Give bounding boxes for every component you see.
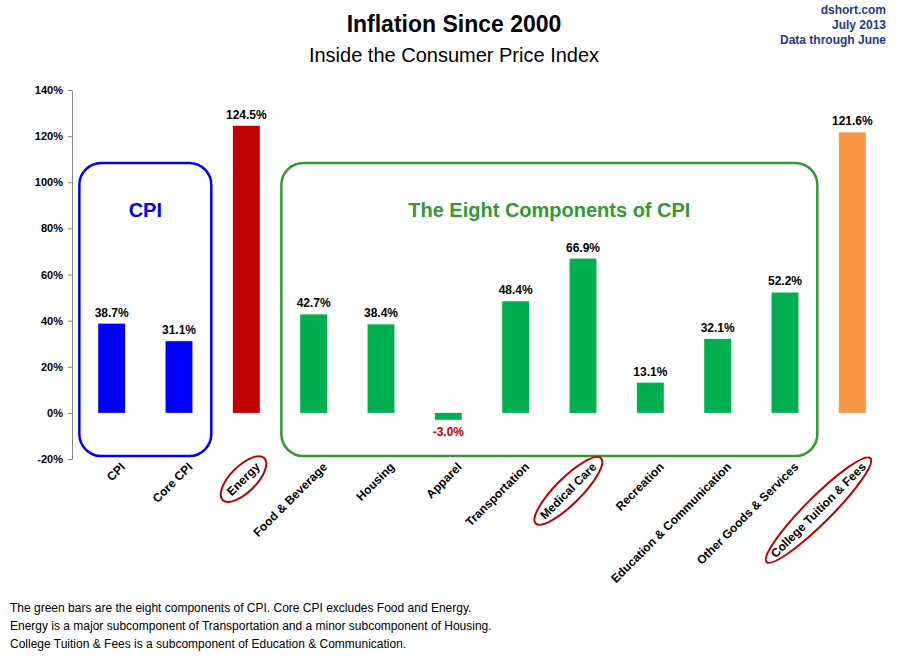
y-tick-mark [68, 367, 72, 368]
y-axis: -20% 0% 20% 40% 60% 80% 100% 120% 140% [35, 84, 73, 465]
annotation-label: CPI [129, 199, 162, 221]
y-tick: 20% [41, 361, 72, 373]
x-tick-label: Core CPI [150, 460, 196, 506]
x-tick: Recreation [613, 460, 667, 514]
x-tick: College Tuition & Fees [757, 449, 879, 571]
bar [704, 339, 731, 413]
background [0, 0, 908, 660]
footnote: Energy is a major subcomponent of Transp… [10, 619, 492, 633]
x-tick-label: Recreation [613, 460, 667, 514]
bar [166, 341, 193, 413]
data-label: 124.5% [226, 108, 267, 122]
bar [570, 259, 597, 413]
data-label: 52.2% [768, 274, 802, 288]
y-tick-label: 20% [41, 361, 63, 373]
footnotes: The green bars are the eight components … [10, 601, 492, 651]
y-tick-mark [68, 459, 72, 460]
data-label: 31.1% [162, 323, 196, 337]
y-tick: 140% [35, 84, 72, 96]
footnote: The green bars are the eight components … [10, 601, 471, 615]
source-line: Data through June [780, 33, 886, 47]
x-tick-label: Food & Beverage [250, 460, 330, 540]
highlight-ellipse [527, 449, 611, 533]
y-tick-mark [68, 321, 72, 322]
highlight-ellipse [213, 449, 273, 509]
y-tick-mark [68, 90, 72, 91]
data-labels: 38.7% 31.1% 124.5% 42.7% 38.4% -3.0% 48.4% 66.9… [95, 108, 873, 439]
x-tick: Core CPI [150, 460, 196, 506]
bar [772, 292, 799, 412]
y-tick-mark [68, 413, 72, 414]
bar [300, 314, 327, 412]
x-tick: Education & Communication [608, 460, 734, 586]
y-tick-label: 40% [41, 315, 63, 327]
y-tick-mark [68, 275, 72, 276]
data-label: 13.1% [633, 365, 667, 379]
bar [233, 126, 260, 413]
y-tick: 80% [41, 222, 72, 234]
x-tick: Food & Beverage [250, 460, 330, 540]
y-axis-line [72, 91, 73, 460]
x-tick-label: Housing [354, 460, 398, 504]
title: Inflation Since 2000 [347, 11, 562, 37]
data-label: 38.7% [95, 306, 129, 320]
data-label: 38.4% [364, 306, 398, 320]
bar [839, 132, 866, 412]
x-tick: CPI [104, 460, 128, 484]
x-tick: Energy [213, 449, 273, 509]
annotation-box [281, 163, 817, 456]
x-axis: CPI Core CPI EnergyFood & Beverage Housing A… [104, 449, 880, 586]
x-tick: Housing [354, 460, 398, 504]
subtitle: Inside the Consumer Price Index [309, 44, 599, 66]
y-tick-label: 120% [35, 130, 63, 142]
y-tick-label: 0% [47, 407, 63, 419]
x-tick: Apparel [423, 460, 464, 501]
bar [368, 324, 395, 413]
y-tick-label: 140% [35, 84, 63, 96]
bar [435, 413, 462, 420]
data-label: 121.6% [832, 114, 873, 128]
y-tick-mark [68, 228, 72, 229]
bar [637, 383, 664, 413]
annotations: CPI The Eight Components of CPI [79, 163, 817, 456]
bar [98, 324, 125, 413]
x-tick: Transportation [463, 460, 532, 529]
annotation-label: The Eight Components of CPI [408, 199, 690, 221]
data-label: 32.1% [701, 321, 735, 335]
data-label: 66.9% [566, 241, 600, 255]
x-tick-label: Education & Communication [608, 460, 734, 586]
y-tick: 40% [41, 315, 72, 327]
y-tick: 0% [47, 407, 72, 419]
y-tick-mark [68, 182, 72, 183]
y-tick-label: 60% [41, 269, 63, 281]
y-tick-label: 80% [41, 222, 63, 234]
y-tick-label: 100% [35, 176, 63, 188]
x-tick-label: Medical Care [537, 460, 599, 522]
source: dshort.comJuly 2013Data through June [780, 3, 886, 47]
y-tick-mark [68, 136, 72, 137]
y-tick: -20% [37, 453, 72, 465]
x-tick-label: College Tuition & Fees [768, 460, 869, 561]
annotation-box [79, 163, 211, 456]
data-label: 48.4% [499, 283, 533, 297]
data-label: 42.7% [297, 296, 331, 310]
x-tick-label: Energy [224, 460, 263, 499]
x-tick: Medical Care [527, 449, 611, 533]
data-label: -3.0% [433, 425, 465, 439]
x-tick-label: CPI [104, 460, 128, 484]
source-line: dshort.com [821, 3, 886, 17]
highlight-ellipse [757, 449, 879, 571]
y-tick-label: -20% [37, 453, 63, 465]
y-tick: 100% [35, 176, 72, 188]
y-tick: 60% [41, 269, 72, 281]
bar [502, 301, 529, 413]
x-tick-label: Apparel [423, 460, 464, 501]
footnote: College Tuition & Fees is a subcomponent… [10, 637, 406, 651]
source-line: July 2013 [832, 18, 886, 32]
y-tick: 120% [35, 130, 72, 142]
chart: Inflation Since 2000 Inside the Consumer … [0, 0, 908, 660]
bars [98, 126, 866, 420]
x-tick-label: Transportation [463, 460, 532, 529]
